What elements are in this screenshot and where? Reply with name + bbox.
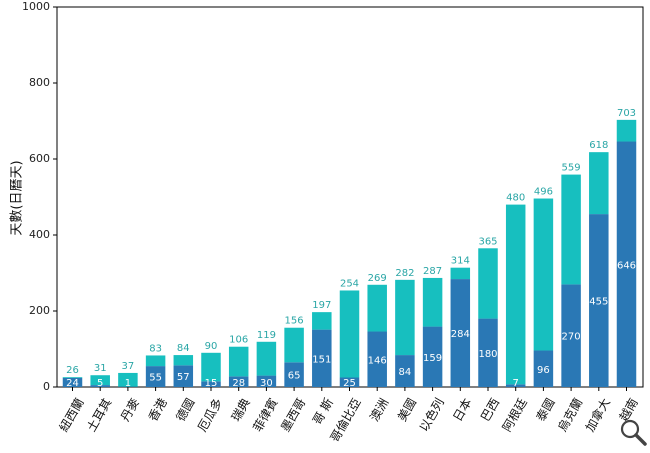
- bar-top-segment: [561, 175, 581, 285]
- bar-top-segment: [146, 355, 166, 366]
- category-label: 阿根廷: [500, 396, 530, 434]
- bar-bottom-value-label: 270: [562, 332, 581, 343]
- zoom-button[interactable]: [618, 417, 648, 447]
- category-label: 澳洲: [367, 396, 391, 424]
- bar-bottom-value-label: 25: [343, 378, 356, 389]
- magnifier-icon: [618, 417, 648, 447]
- bar-bottom-value-label: 1: [125, 378, 131, 389]
- category-label: 烏克蘭: [555, 396, 585, 434]
- bar-bottom-value-label: 180: [478, 349, 497, 360]
- category-label: 土耳其: [84, 396, 114, 434]
- category-label: 丹麥: [118, 396, 142, 424]
- bar-top-segment: [478, 248, 498, 318]
- bar-total-label: 559: [562, 163, 581, 174]
- bar-total-label: 365: [478, 236, 497, 247]
- category-label: 以色列: [417, 396, 447, 434]
- bar-total-label: 106: [229, 335, 248, 346]
- bar-total-label: 156: [285, 316, 304, 327]
- y-tick-label: 600: [29, 152, 50, 165]
- plot-area: 0 200 400 600 800 1000 26 24 紐西蘭 31 5 土耳其 37 1 丹麥 83 55 香…: [22, 0, 643, 444]
- bar-total-label: 119: [257, 330, 276, 341]
- bar-total-label: 480: [506, 193, 525, 204]
- bar-bottom-value-label: 151: [312, 354, 331, 365]
- bar-total-label: 26: [66, 365, 79, 376]
- bar-top-segment: [229, 347, 249, 377]
- y-tick-label: 1000: [22, 0, 50, 13]
- bar-top-segment: [284, 328, 304, 363]
- y-tick-label: 400: [29, 228, 50, 241]
- y-axis-title-group: 天數(日曆天): [10, 160, 25, 235]
- bar-total-label: 31: [94, 363, 107, 374]
- bar-total-label: 84: [177, 343, 190, 354]
- bar-bottom-value-label: 96: [537, 365, 550, 376]
- bar-bottom-value-label: 24: [66, 378, 79, 389]
- category-label: 墨西哥: [278, 396, 308, 434]
- bar-total-label: 314: [451, 256, 470, 267]
- y-tick-label: 800: [29, 76, 50, 89]
- bar-bottom-value-label: 30: [260, 378, 273, 389]
- bar-total-label: 618: [589, 140, 608, 151]
- bar-bottom-value-label: 7: [513, 378, 519, 389]
- bar-total-label: 496: [534, 187, 553, 198]
- category-label: 瑞典: [229, 396, 253, 424]
- bar-total-label: 269: [368, 273, 387, 284]
- bar-bottom-value-label: 146: [368, 355, 387, 366]
- bar-top-segment: [340, 290, 360, 377]
- bar-total-label: 254: [340, 278, 359, 289]
- category-label: 哥 斯: [310, 396, 336, 427]
- category-label: 加拿大: [582, 395, 613, 434]
- bar-top-segment: [423, 278, 443, 327]
- category-label: 日本: [450, 396, 474, 424]
- bar-top-segment: [312, 312, 332, 329]
- category-label: 泰國: [533, 396, 557, 424]
- category-label: 厄瓜多: [195, 396, 225, 434]
- y-tick-label: 0: [43, 380, 50, 393]
- bar-bottom-value-label: 84: [399, 367, 412, 378]
- bar-top-segment: [617, 120, 637, 142]
- category-label: 德國: [173, 395, 198, 423]
- bar-top-segment: [257, 342, 277, 376]
- bar-bottom-value-label: 57: [177, 372, 190, 383]
- bar-top-segment: [367, 285, 387, 332]
- category-label: 美國: [395, 396, 419, 424]
- bar-total-label: 197: [312, 300, 331, 311]
- bar-total-label: 287: [423, 266, 442, 277]
- bar-total-label: 37: [122, 361, 135, 372]
- bar-bottom-value-label: 55: [149, 373, 162, 384]
- bar-top-segment: [534, 199, 554, 351]
- bar-bottom-value-label: 28: [232, 378, 245, 389]
- bar-total-label: 282: [395, 268, 414, 279]
- bar-bottom-value-label: 455: [589, 297, 608, 308]
- bar-top-segment: [174, 355, 194, 365]
- bar-bottom-value-label: 5: [97, 378, 103, 389]
- y-tick-label: 200: [29, 304, 50, 317]
- bar-bottom-value-label: 159: [423, 353, 442, 364]
- bar-top-segment: [506, 205, 526, 385]
- bar-top-segment: [589, 152, 609, 214]
- category-label: 菲律賓: [250, 395, 281, 434]
- category-label: 香港: [146, 396, 170, 424]
- y-axis-title: 天數(日曆天): [10, 160, 25, 235]
- bar-total-label: 83: [149, 343, 162, 354]
- category-label: 巴西: [478, 396, 502, 424]
- bar-top-segment: [395, 280, 415, 355]
- bar-bottom-value-label: 646: [617, 260, 636, 271]
- bar-bottom-value-label: 65: [288, 371, 301, 382]
- category-label: 紐西蘭: [57, 396, 87, 434]
- bar-bottom-value-label: 15: [205, 378, 218, 389]
- bar-bottom-value-label: 284: [451, 329, 470, 340]
- bar-total-label: 90: [205, 341, 218, 352]
- bar-total-label: 703: [617, 108, 636, 119]
- bar-top-segment: [451, 268, 471, 279]
